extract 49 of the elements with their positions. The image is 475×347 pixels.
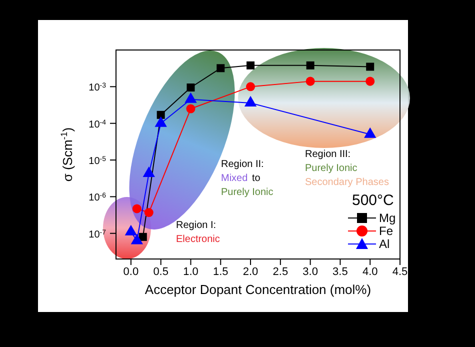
point [216, 64, 225, 72]
point [246, 61, 255, 70]
legend-title: 500°C [352, 192, 395, 209]
annotation: Purely Ionic [221, 187, 274, 198]
point [306, 76, 315, 86]
point [142, 166, 155, 177]
annotation: Purely Ionic [305, 163, 358, 174]
point [186, 83, 195, 92]
legend-label: Fe [379, 224, 394, 238]
point [156, 110, 165, 119]
y-tick-label: 10$^{-7}$ [88, 228, 106, 240]
point [364, 127, 376, 138]
annotation: Secondary Phases [305, 177, 389, 188]
annotation: Region I: [176, 220, 216, 231]
point [132, 204, 142, 214]
x-tick-label: 2.5 [272, 266, 288, 278]
point [124, 224, 138, 236]
legend-label: Mg [379, 210, 396, 224]
point [144, 208, 154, 218]
annotation: Region II: [221, 159, 264, 170]
point [366, 76, 375, 86]
x-tick-label: 0.5 [153, 266, 168, 278]
x-tick-label: 2.0 [242, 266, 258, 278]
y-tick-label: 10$^{-4}$ [88, 118, 106, 130]
annotation: Region III: [305, 149, 351, 160]
x-tick-label: 4.0 [362, 266, 378, 278]
annotation: Mixed [221, 173, 248, 184]
annotation: to [252, 173, 261, 184]
x-tick-label: 0.0 [123, 266, 139, 278]
x-tick-label: 1.5 [212, 266, 228, 278]
annotation: Electronic [176, 234, 220, 245]
x-tick-label: 3.0 [302, 266, 318, 278]
x-tick-label: 4.5 [392, 266, 408, 278]
y-tick-label: 10$^{-3}$ [88, 82, 106, 94]
point [138, 232, 147, 241]
point [186, 104, 196, 114]
point [306, 61, 314, 70]
y-tick-label: 10$^{-6}$ [88, 192, 106, 204]
point [366, 62, 374, 71]
point [244, 96, 257, 106]
y-tick-label: 10$^{-5}$ [88, 156, 106, 168]
point [184, 92, 197, 103]
point [154, 116, 167, 127]
x-tick-label: 1.0 [183, 266, 198, 278]
x-axis-title: Acceptor Dopant Concentration (mol%) [144, 282, 372, 297]
legend-label: Al [379, 236, 390, 250]
point [246, 82, 256, 92]
point [130, 234, 144, 244]
x-tick-label: 3.5 [332, 266, 348, 278]
